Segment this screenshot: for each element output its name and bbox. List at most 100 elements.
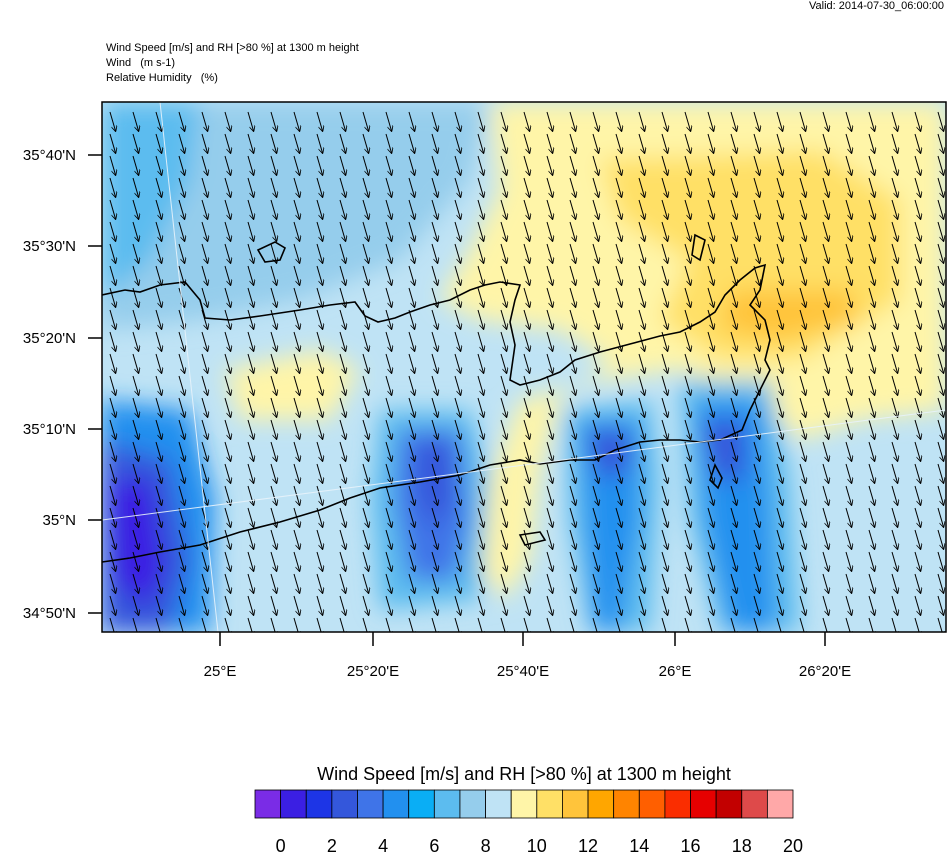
wind-arrow (684, 397, 691, 417)
wind-arrow (293, 353, 300, 373)
wind-arrow (845, 199, 852, 219)
wind-arrow (109, 221, 116, 241)
wind-arrow (362, 551, 369, 571)
wind-arrow (707, 375, 714, 395)
wind-arrow (707, 265, 714, 285)
wind-arrow (109, 287, 116, 307)
wind-arrow (293, 309, 300, 329)
wind-arrow (224, 155, 231, 175)
wind-arrow (316, 353, 323, 373)
wind-arrow (247, 529, 254, 549)
wind-arrow (822, 353, 829, 373)
wind-arrow (385, 353, 392, 373)
wind-arrow (132, 177, 139, 197)
wind-arrow (546, 595, 553, 615)
wind-arrow (109, 199, 116, 219)
wind-arrow (569, 243, 576, 263)
wind-arrow (500, 441, 507, 461)
wind-arrow (937, 309, 944, 329)
wind-arrow (937, 265, 944, 285)
wind-arrow (500, 287, 507, 307)
wind-arrow (316, 397, 323, 417)
wind-arrow (523, 177, 530, 197)
wind-arrow (408, 353, 415, 373)
wind-arrow (684, 529, 691, 549)
wind-arrow (776, 353, 783, 373)
wind-arrow (523, 111, 530, 131)
wind-arrow (707, 551, 714, 571)
wind-arrow (224, 441, 231, 461)
wind-arrow (914, 529, 921, 549)
wind-arrow (776, 221, 783, 241)
wind-arrow (684, 551, 691, 571)
wind-arrow (638, 243, 645, 263)
wind-arrow (661, 507, 668, 527)
wind-arrow (523, 485, 530, 505)
wind-arrow (132, 551, 139, 571)
wind-arrow (776, 199, 783, 219)
wind-arrow (247, 155, 254, 175)
wind-arrow (431, 331, 438, 351)
wind-arrow (684, 375, 691, 395)
wind-arrow (155, 573, 162, 593)
wind-arrow (178, 617, 185, 632)
wind-arrow (201, 617, 208, 632)
wind-arrow (730, 287, 737, 307)
wind-arrow (477, 551, 484, 571)
wind-arrow (339, 617, 346, 632)
wind-arrow (339, 111, 346, 131)
wind-arrow (431, 353, 438, 373)
wind-arrow (224, 529, 231, 549)
wind-arrow (247, 111, 254, 131)
wind-arrow (592, 221, 599, 241)
wind-arrow (385, 485, 392, 505)
wind-arrow (914, 551, 921, 571)
wind-arrow (661, 243, 668, 263)
title-line-1: Wind Speed [m/s] and RH [>80 %] at 1300 … (106, 42, 359, 54)
wind-arrow (707, 287, 714, 307)
wind-arrow (546, 155, 553, 175)
wind-arrow (707, 529, 714, 549)
lat-label: 35°30'N (23, 238, 76, 255)
wind-arrow (937, 111, 944, 131)
wind-arrow (270, 177, 277, 197)
wind-arrow (914, 331, 921, 351)
wind-arrow (799, 331, 806, 351)
wind-arrow (109, 243, 116, 263)
wind-arrow (592, 133, 599, 153)
wind-arrow (684, 507, 691, 527)
wind-arrow (477, 265, 484, 285)
wind-arrow (454, 485, 461, 505)
wind-arrow (592, 199, 599, 219)
wind-arrow (132, 133, 139, 153)
wind-arrow (569, 507, 576, 527)
wind-arrow (155, 155, 162, 175)
wind-arrow (477, 507, 484, 527)
wind-arrow (454, 155, 461, 175)
wind-arrow (868, 573, 875, 593)
wind-arrow (799, 375, 806, 395)
wind-arrow (937, 595, 944, 615)
wind-arrow (615, 199, 622, 219)
wind-arrow (569, 551, 576, 571)
wind-arrow (615, 419, 622, 439)
wind-arrow (523, 133, 530, 153)
wind-arrow (155, 595, 162, 615)
wind-arrow (408, 441, 415, 461)
wind-arrow (362, 529, 369, 549)
wind-arrow (845, 595, 852, 615)
wind-arrow (638, 551, 645, 571)
wind-arrow (408, 595, 415, 615)
wind-arrow (638, 595, 645, 615)
wind-arrow (707, 155, 714, 175)
wind-arrow (776, 507, 783, 527)
wind-arrow (500, 265, 507, 285)
wind-arrow (201, 331, 208, 351)
wind-arrow (385, 265, 392, 285)
wind-arrow (615, 375, 622, 395)
wind-arrow (155, 243, 162, 263)
wind-arrow (845, 529, 852, 549)
wind-arrow (868, 419, 875, 439)
colorbar-swatch (562, 789, 589, 819)
